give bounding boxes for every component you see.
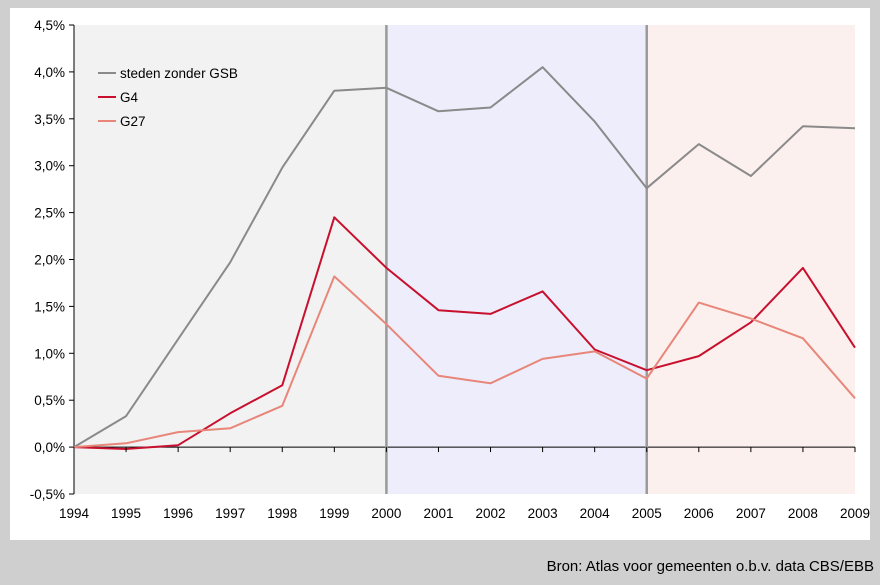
y-tick-label: 1,0%: [34, 346, 65, 361]
series-line-2: [73, 275, 856, 449]
line-chart: -0,5% 0,0% 0,5% 1,0% 1,5% 2,0% 2,5% 3,0% 3,5% 4,0…: [30, 18, 870, 521]
x-tick-label: 1995: [111, 506, 141, 521]
y-tick-label: 2,0%: [34, 253, 65, 268]
x-tick-label: 2008: [788, 506, 818, 521]
x-tick-label: 2005: [632, 506, 662, 521]
x-axis-ticks: 1994 1995 1996 1997 1998 1999 2000 2001 2002 2003…: [59, 447, 870, 521]
x-tick-label: 2003: [528, 506, 558, 521]
x-tick-label: 1996: [163, 506, 193, 521]
chart-panel: -0,5% 0,0% 0,5% 1,0% 1,5% 2,0% 2,5% 3,0% 3,5% 4,0…: [10, 8, 870, 540]
y-tick-label: 4,0%: [34, 65, 65, 80]
x-tick-label: 2000: [371, 506, 401, 521]
legend-label-0: steden zonder GSB: [120, 66, 238, 81]
x-tick-label: 2006: [684, 506, 714, 521]
series-line-0: [73, 66, 856, 448]
y-tick-label: 4,5%: [34, 18, 65, 33]
x-tick-label: 2002: [476, 506, 506, 521]
period-band-2: [646, 25, 855, 494]
y-tick-label: 0,5%: [34, 393, 65, 408]
period-dividers: [385, 25, 648, 494]
y-tick-label: 3,5%: [34, 112, 65, 127]
source-note: Bron: Atlas voor gemeenten o.b.v. data C…: [546, 558, 874, 575]
legend-label-1: G4: [120, 90, 139, 105]
x-tick-label: 2009: [840, 506, 870, 521]
y-tick-label: 2,5%: [34, 206, 65, 221]
x-tick-label: 1997: [215, 506, 245, 521]
y-axis-ticks: -0,5% 0,0% 0,5% 1,0% 1,5% 2,0% 2,5% 3,0% 3,5% 4,0…: [30, 18, 74, 502]
y-tick-label: 0,0%: [34, 440, 65, 455]
series-lines: [73, 66, 856, 450]
x-tick-label: 2001: [423, 506, 453, 521]
y-tick-label: -0,5%: [30, 487, 65, 502]
y-tick-label: 3,0%: [34, 159, 65, 174]
x-tick-label: 1998: [267, 506, 297, 521]
x-tick-label: 2004: [580, 506, 611, 521]
period-bands: [74, 25, 855, 494]
legend-label-2: G27: [120, 114, 146, 129]
legend: steden zonder GSB G4 G27: [98, 66, 238, 129]
x-tick-label: 1994: [59, 506, 90, 521]
x-tick-label: 2007: [736, 506, 766, 521]
x-tick-label: 1999: [319, 506, 349, 521]
y-tick-label: 1,5%: [34, 299, 65, 314]
period-band-1: [386, 25, 647, 494]
